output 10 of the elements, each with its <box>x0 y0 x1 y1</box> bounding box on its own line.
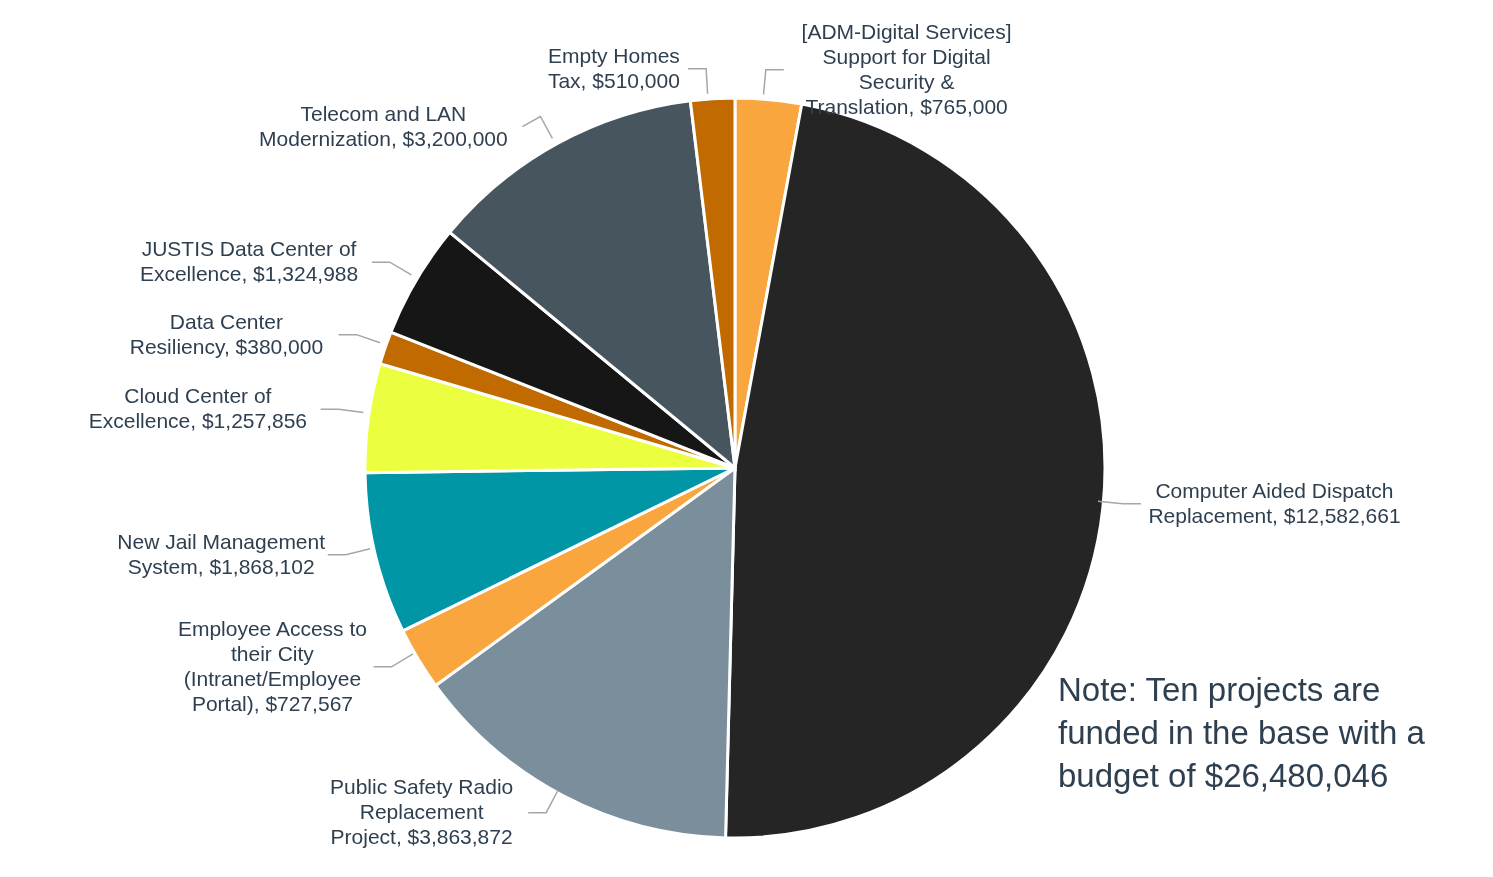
slice-label: Empty Homes Tax, $510,000 <box>547 43 680 92</box>
slice-label: JUSTIS Data Center of Excellence, $1,324,988 <box>139 237 359 286</box>
slice-label: Employee Access to their City (Intranet/Employee Portal), $727,567 <box>177 616 367 715</box>
slice-label: Telecom and LAN Modernization, $3,200,000 <box>259 101 508 150</box>
slice-label: Computer Aided Dispatch Replacement, $12,582,661 <box>1148 478 1401 527</box>
text: Note: Ten projects are funded in the base with a budget of $26,480,046 <box>1058 670 1426 796</box>
slice-label: Data Center Resiliency, $380,000 <box>129 309 324 358</box>
slice-label: Public Safety Radio Replacement Project, $3,863,872 <box>329 775 514 849</box>
slice-label: Cloud Center of Excellence, $1,257,856 <box>88 384 308 433</box>
slice-label: New Jail Management System, $1,868,102 <box>117 529 326 578</box>
